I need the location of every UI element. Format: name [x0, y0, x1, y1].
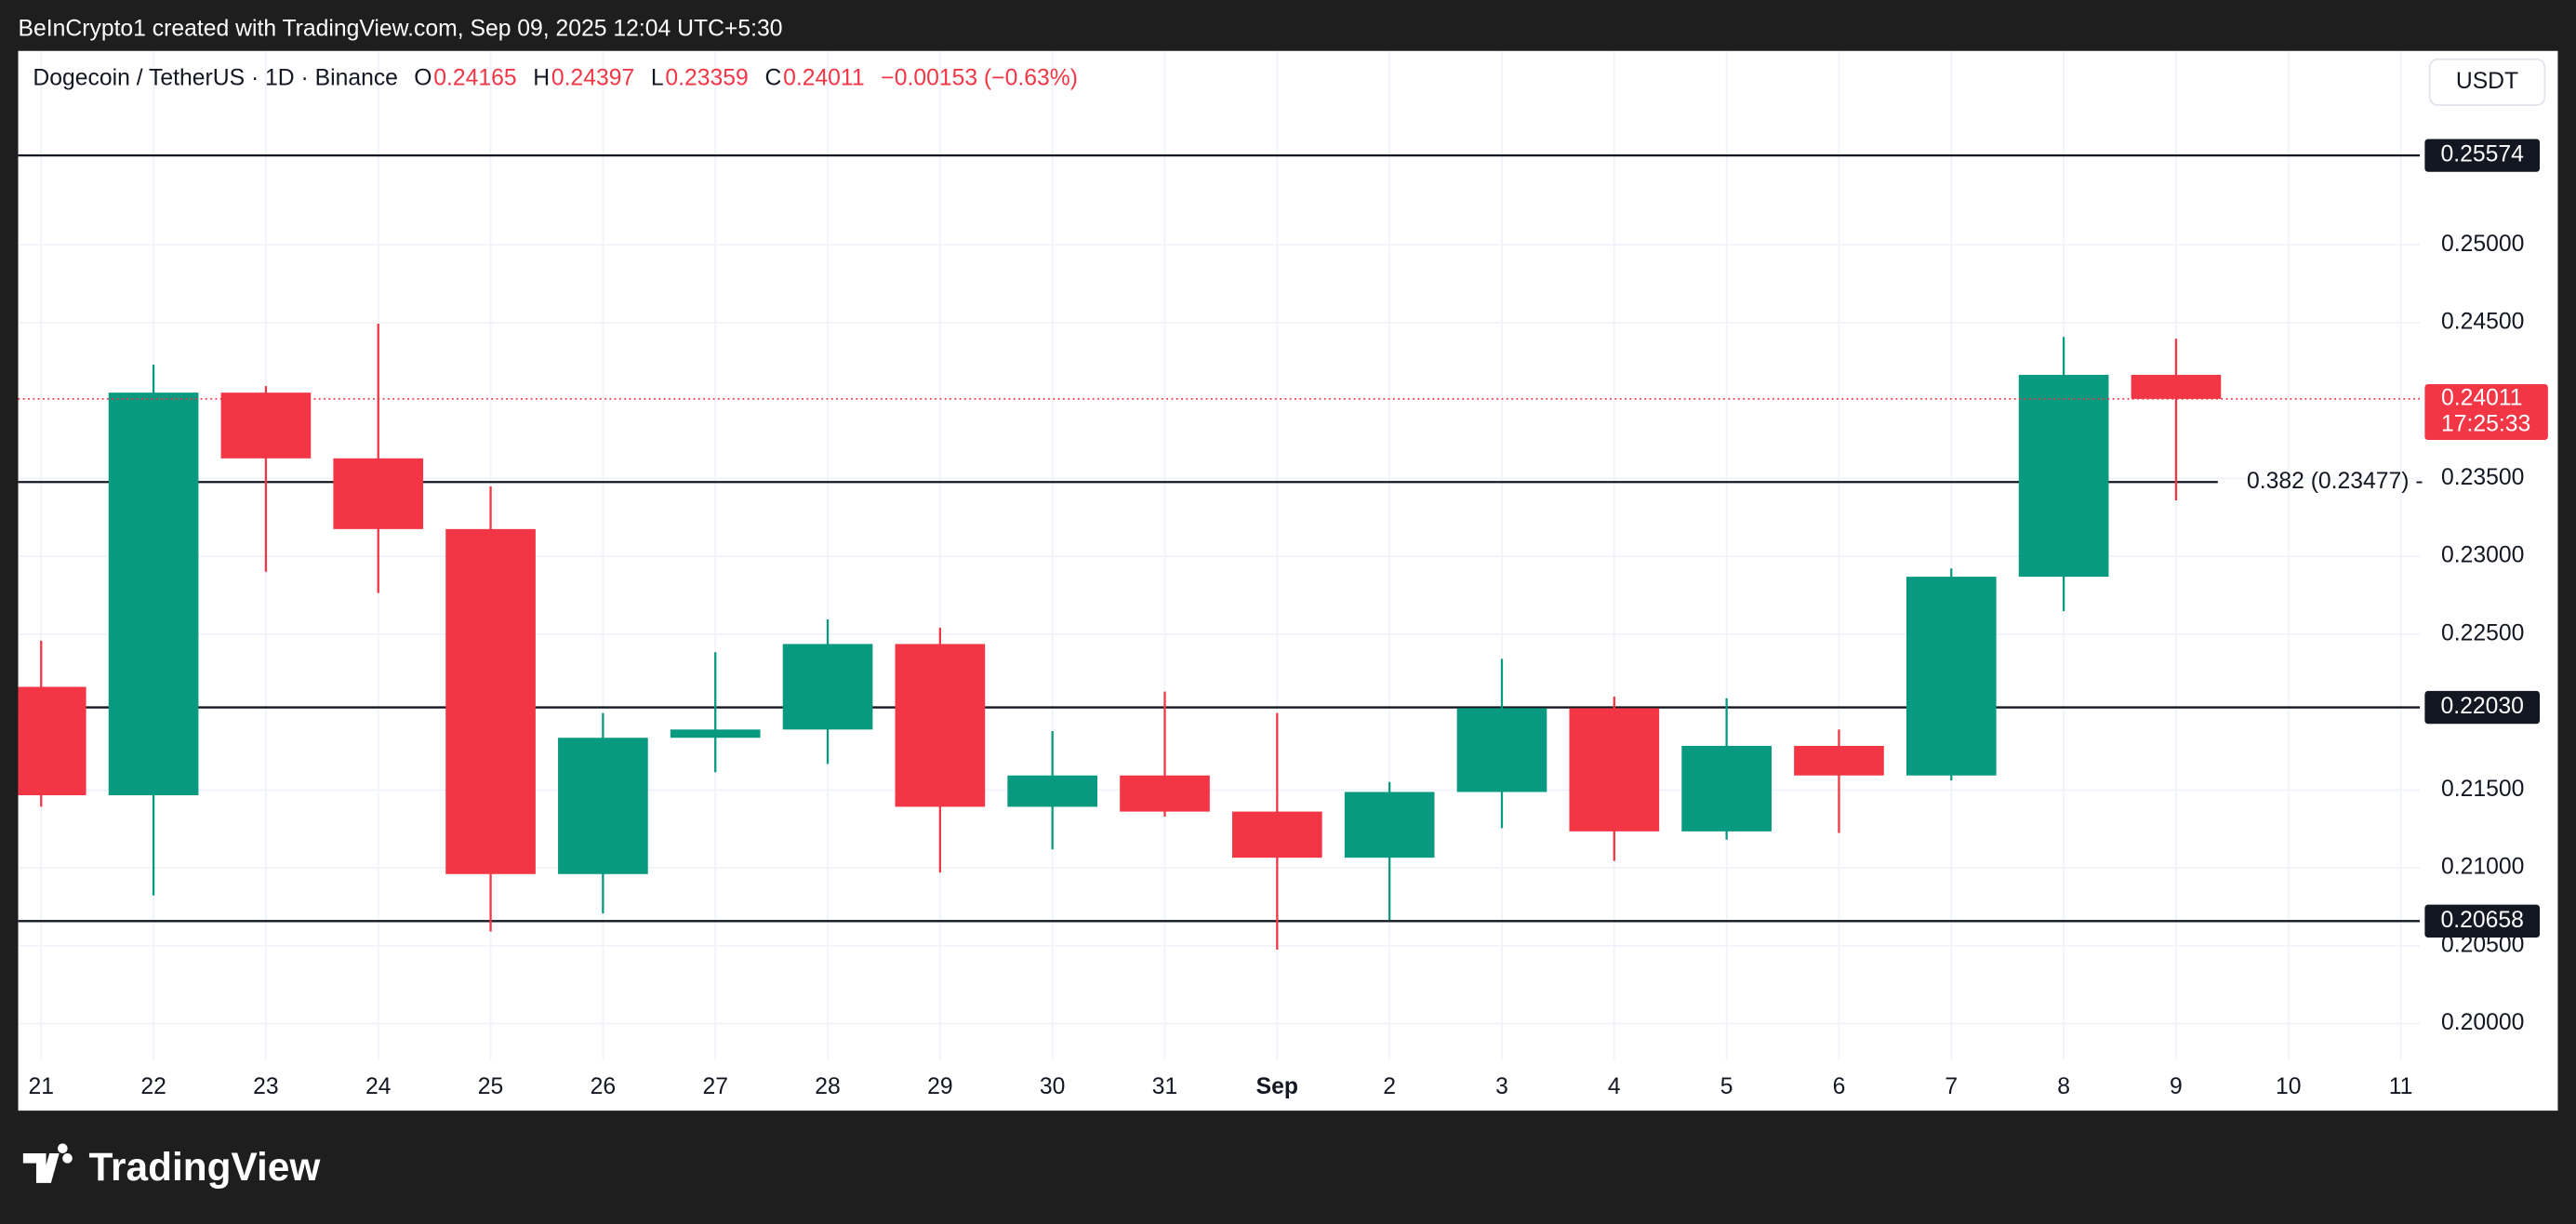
level-label-bg — [2424, 690, 2541, 725]
x-tick-label: 3 — [1495, 1074, 1508, 1099]
x-tick-label: 22 — [140, 1074, 166, 1099]
legend-value: 0.24397 — [551, 65, 634, 90]
candle-body — [670, 729, 761, 738]
logo-dot — [62, 1153, 73, 1164]
x-tick-label: 30 — [1040, 1074, 1066, 1099]
x-tick-label: 29 — [927, 1074, 953, 1099]
x-tick-label: 27 — [702, 1074, 728, 1099]
candle-body — [108, 392, 199, 796]
x-tick-label: 28 — [815, 1074, 841, 1099]
currency-button[interactable] — [2428, 58, 2546, 106]
legend-value: 0.24165 — [433, 65, 516, 90]
legend-key: L — [651, 65, 664, 90]
legend: Dogecoin / TetherUS · 1D · Binance O 0.24… — [33, 65, 1078, 90]
candle-body — [333, 458, 424, 529]
logo-text: TradingView — [88, 1145, 321, 1189]
symbol: Dogecoin / TetherUS · 1D · Binance — [33, 65, 398, 90]
header: BeInCrypto1 created with TradingView.com… — [19, 16, 783, 41]
countdown: 17:25:33 — [2441, 412, 2530, 437]
last-price-bg — [2424, 383, 2548, 441]
x-tick-label: 5 — [1720, 1074, 1733, 1099]
x-tick-label: Sep — [1256, 1074, 1298, 1099]
candle-body — [1456, 708, 1547, 792]
x-tick-label: 6 — [1833, 1074, 1846, 1099]
candle-body — [1120, 775, 1210, 812]
x-tick-label: 2 — [1383, 1074, 1396, 1099]
legend-value: 0.23359 — [665, 65, 748, 90]
x-tick-label: 23 — [253, 1074, 279, 1099]
candle-body — [1905, 577, 1997, 776]
chart-panel — [18, 50, 2558, 1111]
level-label-bg — [2424, 139, 2541, 172]
logo: TradingView — [22, 1143, 321, 1189]
legend-key: C — [764, 65, 781, 90]
axes: 0.200000.205000.210000.215000.225000.230… — [29, 139, 2548, 1099]
x-tick-label: 8 — [2057, 1074, 2070, 1099]
x-tick-label: 10 — [2276, 1074, 2302, 1099]
level-label: 0.22030 — [2441, 694, 2524, 719]
x-tick-label: 21 — [29, 1074, 55, 1099]
currency[interactable]: USDT — [2456, 69, 2518, 94]
y-tick-label: 0.23500 — [2441, 465, 2524, 490]
x-tick-label: 11 — [2389, 1074, 2413, 1099]
y-tick-label: 0.23000 — [2441, 543, 2524, 568]
x-tick-label: 31 — [1152, 1074, 1177, 1099]
candle-body — [2131, 375, 2222, 399]
x-tick-label: 26 — [591, 1074, 617, 1099]
x-tick-label: 25 — [478, 1074, 504, 1099]
candle-body — [1569, 708, 1660, 832]
candle-body — [18, 686, 86, 796]
candle-body — [1007, 775, 1098, 807]
candle-body — [895, 644, 986, 807]
level-label: 0.20658 — [2441, 908, 2524, 933]
change: −0.00153 (−0.63%) — [881, 65, 1078, 90]
x-tick-label: 24 — [365, 1074, 392, 1099]
level-label-bg — [2424, 904, 2541, 938]
plot-area — [18, 153, 2421, 950]
candle-body — [1232, 811, 1322, 858]
candle-body — [445, 528, 536, 874]
candle-body — [2018, 375, 2109, 578]
candle-body — [1794, 745, 1884, 776]
logo-icon — [22, 1143, 68, 1183]
fib-label: 0.382 (0.23477) - — [2247, 469, 2423, 494]
legend-value: 0.24011 — [783, 65, 865, 90]
level-label: 0.25574 — [2441, 142, 2525, 167]
y-tick-label: 0.20000 — [2441, 1010, 2524, 1035]
y-tick-label: 0.25000 — [2441, 232, 2524, 257]
x-tick-label: 4 — [1608, 1074, 1621, 1099]
y-tick-label: 0.21500 — [2441, 777, 2524, 802]
legend-key: H — [533, 65, 550, 90]
last-price-label: 0.24011 — [2441, 385, 2523, 410]
y-tick-label: 0.24500 — [2441, 309, 2524, 334]
x-tick-label: 7 — [1945, 1074, 1958, 1099]
candle-body — [1681, 745, 1772, 832]
y-tick-label: 0.21000 — [2441, 855, 2524, 880]
candle-body — [782, 644, 873, 730]
candle-body — [558, 738, 648, 874]
legend-key: O — [414, 65, 432, 90]
candle-body — [220, 392, 312, 459]
candle-body — [1344, 792, 1435, 858]
x-tick-label: 9 — [2170, 1074, 2183, 1099]
y-tick-label: 0.22500 — [2441, 620, 2524, 645]
